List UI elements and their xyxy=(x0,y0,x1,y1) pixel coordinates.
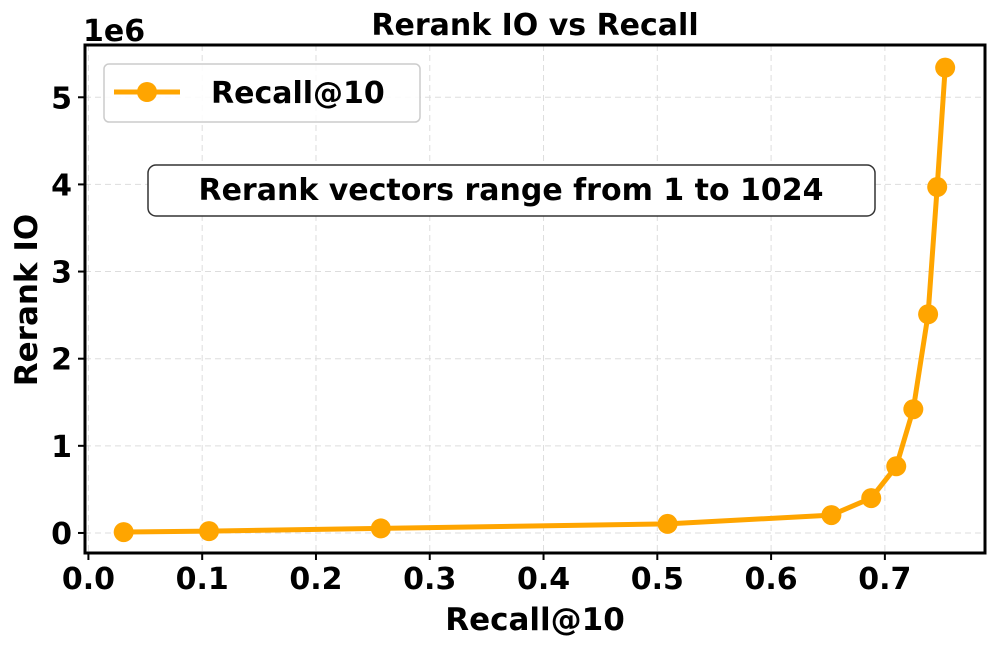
data-point xyxy=(370,518,391,539)
y-scale-label: 1e6 xyxy=(83,14,145,49)
y-axis-ticks: 0 1 2 3 4 5 xyxy=(51,81,85,552)
annotation: Rerank vectors range from 1 to 1024 xyxy=(147,164,876,217)
x-tick-label: 0.6 xyxy=(745,562,798,597)
data-point xyxy=(886,456,907,477)
data-point xyxy=(861,488,882,509)
data-point xyxy=(821,505,842,526)
data-point xyxy=(113,522,134,543)
annotation-box xyxy=(147,164,876,217)
x-axis-ticks: 0.0 0.1 0.2 0.3 0.4 0.5 0.6 0.7 xyxy=(62,553,911,597)
x-tick-label: 0.4 xyxy=(517,562,570,597)
legend-box xyxy=(103,63,421,123)
y-tick-label: 2 xyxy=(51,343,72,378)
data-point xyxy=(903,399,924,420)
annotation-text: Rerank vectors range from 1 to 1024 xyxy=(198,173,823,208)
y-tick-label: 5 xyxy=(51,81,72,116)
legend-label: Recall@10 xyxy=(211,76,385,111)
x-tick-label: 0.3 xyxy=(403,562,456,597)
legend: Recall@10 xyxy=(103,63,421,123)
data-point xyxy=(927,177,948,198)
y-tick-label: 1 xyxy=(51,430,72,465)
x-tick-label: 0.5 xyxy=(631,562,684,597)
chart-title: Rerank IO vs Recall xyxy=(371,8,698,43)
data-point xyxy=(918,304,939,325)
y-tick-label: 3 xyxy=(51,256,72,291)
data-point xyxy=(657,513,678,534)
y-tick-label: 0 xyxy=(51,517,72,552)
legend-marker xyxy=(137,82,157,102)
x-tick-label: 0.0 xyxy=(62,562,115,597)
x-axis-label: Recall@10 xyxy=(445,602,625,638)
series-line xyxy=(121,65,948,535)
y-tick-label: 4 xyxy=(51,168,72,203)
x-tick-label: 0.7 xyxy=(858,562,911,597)
plot-frame xyxy=(83,43,987,555)
data-point xyxy=(935,57,956,78)
x-tick-label: 0.1 xyxy=(176,562,229,597)
series-layer xyxy=(113,57,956,543)
y-axis-label: Rerank IO xyxy=(9,214,45,386)
data-point xyxy=(199,521,220,542)
x-tick-label: 0.2 xyxy=(289,562,342,597)
